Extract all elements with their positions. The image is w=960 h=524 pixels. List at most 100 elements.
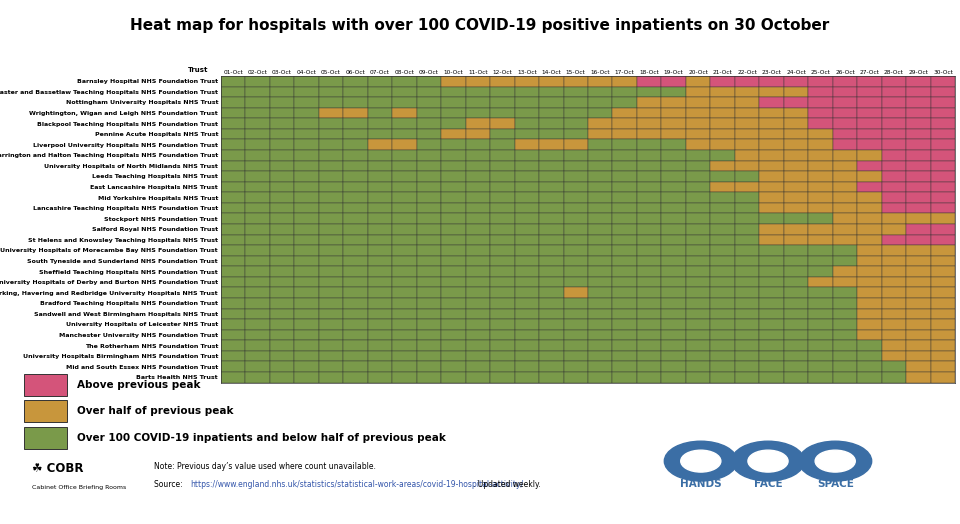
Bar xyxy=(808,287,833,298)
Bar xyxy=(393,287,417,298)
Bar xyxy=(882,362,906,372)
Bar xyxy=(221,108,246,118)
Bar xyxy=(540,129,564,139)
Bar xyxy=(270,298,294,309)
Bar xyxy=(833,330,857,340)
Bar xyxy=(857,309,882,319)
Bar xyxy=(270,287,294,298)
Bar xyxy=(857,330,882,340)
Bar xyxy=(759,182,784,192)
Bar xyxy=(393,245,417,256)
Bar xyxy=(735,150,759,160)
Bar xyxy=(319,118,344,129)
Bar xyxy=(344,224,368,235)
Bar xyxy=(540,351,564,362)
Bar xyxy=(393,319,417,330)
Bar xyxy=(710,76,735,86)
Bar xyxy=(393,118,417,129)
Bar xyxy=(221,76,246,86)
Bar xyxy=(393,330,417,340)
Bar xyxy=(735,372,759,383)
Bar xyxy=(931,309,955,319)
Bar xyxy=(319,256,344,266)
Bar xyxy=(784,245,808,256)
Bar xyxy=(221,192,246,203)
Bar xyxy=(808,362,833,372)
Bar xyxy=(442,277,466,287)
Bar xyxy=(270,277,294,287)
Bar xyxy=(540,319,564,330)
Bar xyxy=(759,139,784,150)
Bar xyxy=(833,362,857,372)
Bar xyxy=(882,277,906,287)
Bar xyxy=(221,235,246,245)
Bar xyxy=(466,171,491,182)
Bar xyxy=(612,256,637,266)
Bar xyxy=(491,309,515,319)
Bar xyxy=(857,351,882,362)
Bar xyxy=(246,139,270,150)
Bar xyxy=(685,362,710,372)
Bar xyxy=(661,266,685,277)
Bar xyxy=(612,182,637,192)
Bar xyxy=(442,118,466,129)
Bar xyxy=(661,97,685,108)
Bar xyxy=(735,171,759,182)
Bar xyxy=(685,351,710,362)
Bar xyxy=(685,182,710,192)
Bar xyxy=(808,129,833,139)
Bar xyxy=(393,235,417,245)
Bar xyxy=(515,213,540,224)
Bar xyxy=(393,362,417,372)
Bar xyxy=(833,266,857,277)
Bar xyxy=(417,277,442,287)
Bar xyxy=(784,213,808,224)
Bar xyxy=(393,224,417,235)
Bar xyxy=(294,256,319,266)
Bar xyxy=(931,351,955,362)
Bar xyxy=(368,362,393,372)
Bar xyxy=(808,97,833,108)
Bar xyxy=(857,129,882,139)
Bar xyxy=(710,192,735,203)
Bar xyxy=(344,362,368,372)
Bar xyxy=(906,129,931,139)
Bar xyxy=(808,192,833,203)
Bar xyxy=(246,160,270,171)
Bar xyxy=(759,266,784,277)
Bar xyxy=(612,319,637,330)
Bar xyxy=(393,213,417,224)
Bar xyxy=(393,309,417,319)
Bar xyxy=(833,160,857,171)
Bar xyxy=(417,203,442,213)
Bar xyxy=(442,86,466,97)
Bar xyxy=(637,76,661,86)
Bar xyxy=(784,287,808,298)
Bar xyxy=(368,330,393,340)
Bar xyxy=(564,118,588,129)
Bar xyxy=(540,182,564,192)
Bar xyxy=(661,129,685,139)
Bar xyxy=(710,86,735,97)
Bar xyxy=(344,298,368,309)
Bar xyxy=(710,203,735,213)
Bar xyxy=(294,266,319,277)
Bar xyxy=(931,256,955,266)
Bar xyxy=(931,203,955,213)
Bar xyxy=(588,160,612,171)
Bar xyxy=(931,330,955,340)
Bar xyxy=(344,245,368,256)
Bar xyxy=(442,340,466,351)
Bar xyxy=(417,171,442,182)
Bar xyxy=(491,235,515,245)
Bar xyxy=(833,298,857,309)
Bar xyxy=(710,139,735,150)
Bar xyxy=(564,213,588,224)
Bar xyxy=(882,86,906,97)
Bar xyxy=(931,266,955,277)
Bar xyxy=(368,319,393,330)
Bar xyxy=(368,203,393,213)
Bar xyxy=(221,150,246,160)
Bar xyxy=(931,245,955,256)
Bar xyxy=(759,340,784,351)
